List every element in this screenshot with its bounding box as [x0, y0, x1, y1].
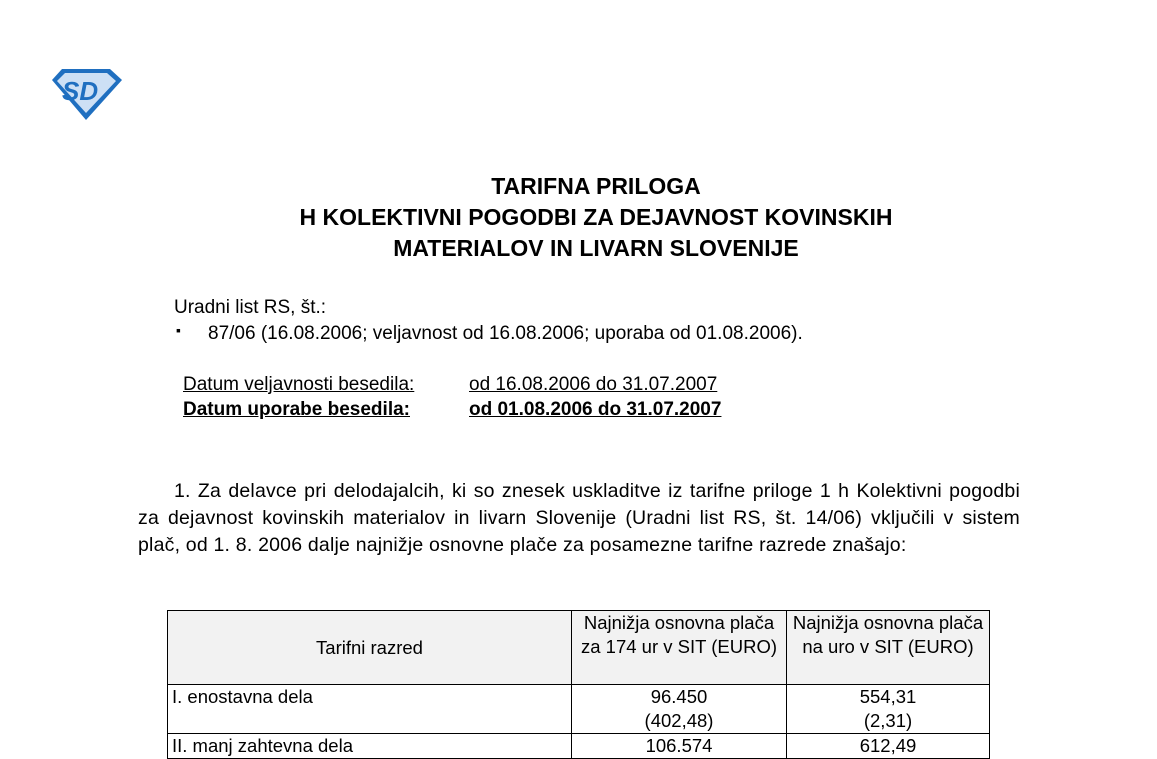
monthly-sit: 96.450	[650, 686, 708, 707]
title-line: H KOLEKTIVNI POGODBI ZA DEJAVNOST KOVINS…	[299, 204, 893, 230]
monthly-pay: 106.574	[571, 733, 787, 759]
header-monthly: Najnižja osnovna plača za 174 ur v SIT (…	[571, 610, 787, 685]
hourly-pay: 612,49	[786, 733, 990, 759]
gazette-item: 87/06 (16.08.2006; veljavnost od 16.08.2…	[208, 323, 803, 344]
header-hourly: Najnižja osnovna plača na uro v SIT (EUR…	[786, 610, 990, 685]
paragraph: 1. Za delavce pri delodajalcih, ki so zn…	[138, 480, 1020, 556]
application-value: od 01.08.2006 do 31.07.2007	[469, 399, 722, 420]
validity-label: Datum veljavnosti besedila:	[183, 374, 415, 395]
header-tariff-class: Tarifni razred	[167, 610, 572, 685]
tariff-class: I. enostavna dela	[167, 684, 572, 734]
application-label: Datum uporabe besedila:	[183, 399, 410, 420]
tariff-class: II. manj zahtevna dela	[167, 733, 572, 759]
monthly-pay: 96.450 (402,48)	[571, 684, 787, 734]
title-line: MATERIALOV IN LIVARN SLOVENIJE	[393, 235, 799, 261]
hourly-eur: (2,31)	[863, 710, 913, 731]
hourly-sit: 554,31	[859, 686, 917, 707]
document-title: TARIFNA PRILOGA H KOLEKTIVNI POGODBI ZA …	[0, 171, 1157, 264]
validity-value: od 16.08.2006 do 31.07.2007	[469, 374, 718, 395]
gazette-label: Uradni list RS, št.:	[174, 297, 327, 318]
tariff-table: Tarifni razred Najnižja osnovna plača za…	[167, 610, 990, 759]
table-row: II. manj zahtevna dela 106.574 612,49	[167, 733, 990, 759]
hourly-pay: 554,31 (2,31)	[786, 684, 990, 734]
table-row: I. enostavna dela 96.450 (402,48) 554,31 (…	[167, 684, 990, 734]
monthly-eur: (402,48)	[644, 710, 714, 731]
title-line: TARIFNA PRILOGA	[491, 173, 701, 199]
sd-logo: SD	[52, 69, 122, 120]
svg-text:SD: SD	[62, 76, 98, 106]
bullet-icon: ▪	[176, 322, 181, 338]
